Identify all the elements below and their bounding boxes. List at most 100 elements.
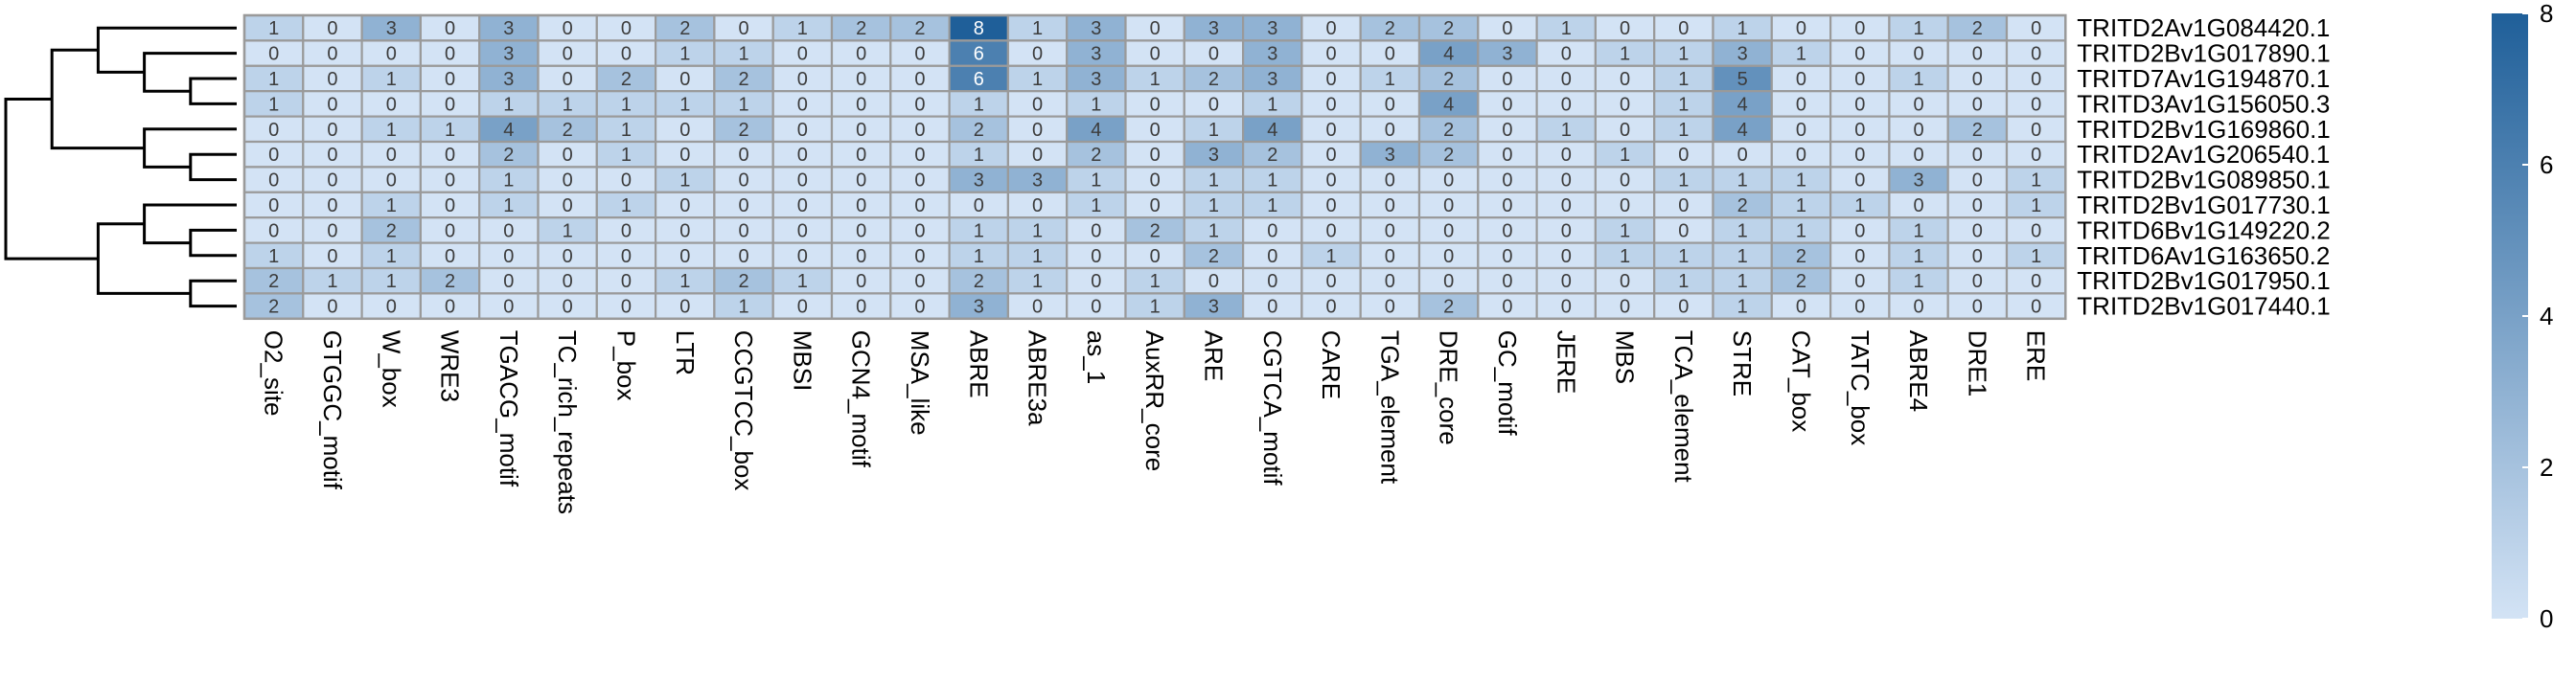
color-legend: 0 2 4 6 8: [2492, 0, 2553, 633]
row-dendrogram: [4, 26, 237, 308]
cell-value-label: 0: [445, 246, 455, 267]
legend-tick-label: 4: [2540, 302, 2553, 330]
cell-value-label: 0: [679, 297, 690, 318]
cell-value-label: 0: [1325, 120, 1336, 141]
cell-value-label: 0: [1620, 271, 1630, 292]
cell-value-label: 0: [856, 170, 866, 192]
cell-value-label: 0: [386, 170, 397, 192]
column-label: AuxRR_core: [1140, 330, 1169, 471]
cell-value-label: 1: [1561, 120, 1572, 141]
cell-value-label: 0: [621, 44, 632, 65]
cell-value-label: 0: [445, 145, 455, 166]
row-label: TRITD6Bv1G149220.2: [2077, 215, 2330, 244]
cell-value-label: 0: [679, 195, 690, 216]
cell-value-label: 2: [738, 120, 748, 141]
cell-value-label: 1: [1678, 94, 1689, 115]
heatmap-cell: [1300, 39, 1362, 67]
cell-value-label: 0: [1854, 94, 1865, 115]
heatmap-cell: [1477, 39, 1538, 67]
cell-value-label: 0: [563, 271, 573, 292]
heatmap-cell: [1124, 191, 1185, 219]
heatmap-cell: [1888, 115, 1949, 144]
heatmap-cell: [419, 140, 481, 169]
cell-value-label: 1: [1208, 170, 1219, 192]
cell-value-label: 0: [445, 44, 455, 65]
legend-tick-label: 2: [2540, 453, 2553, 482]
cell-value-label: 0: [1502, 170, 1512, 192]
cell-value-label: 0: [327, 94, 337, 115]
cell-value-label: 0: [1854, 297, 1865, 318]
cell-value-label: 0: [1854, 120, 1865, 141]
heatmap-cell: [1300, 90, 1362, 118]
cell-value-label: 1: [1678, 170, 1689, 192]
cell-value-label: 0: [1620, 170, 1630, 192]
cell-value-label: 1: [1796, 195, 1806, 216]
heatmap-cell: [1417, 140, 1480, 169]
dendrogram-branch: [189, 279, 237, 308]
cell-value-label: 0: [621, 170, 632, 192]
cell-value-label: 0: [327, 44, 337, 65]
cell-value-label: 0: [1561, 246, 1572, 267]
heatmap-cell: [537, 90, 598, 118]
heatmap-cell: [948, 90, 1009, 118]
heatmap-cell: [2005, 39, 2067, 67]
cell-value-label: 0: [1913, 195, 1923, 216]
cell-value-label: 3: [1737, 44, 1748, 65]
cell-value-label: 0: [563, 297, 573, 318]
cell-value-label: 0: [1972, 145, 1983, 166]
cell-value-label: 0: [1502, 220, 1512, 241]
cell-value-label: 0: [914, 297, 925, 318]
cell-value-label: 0: [503, 271, 514, 292]
cell-value-label: 0: [1972, 94, 1983, 115]
cell-value-label: 1: [1208, 220, 1219, 241]
column-label: ERE: [2022, 330, 2051, 381]
cell-value-label: 0: [268, 120, 279, 141]
cell-value-label: 1: [1737, 18, 1748, 39]
cell-value-label: 0: [1620, 18, 1630, 39]
heatmap-cell: [1946, 115, 2009, 144]
heatmap-cell: [1653, 140, 1714, 169]
cell-value-label: 0: [445, 94, 455, 115]
cell-value-label: 1: [1796, 220, 1806, 241]
heatmap-cell: [2005, 216, 2067, 244]
heatmap-cell: [242, 292, 305, 320]
cell-value-label: 0: [1267, 297, 1277, 318]
cell-value-label: 1: [1737, 170, 1748, 192]
cell-value-label: 1: [1091, 195, 1101, 216]
cell-value-label: 0: [2031, 120, 2041, 141]
column-label: W_box: [377, 330, 405, 408]
cell-value-label: 0: [1796, 120, 1806, 141]
cell-value-label: 0: [1561, 170, 1572, 192]
column-label: O2_site: [260, 330, 288, 417]
cell-value-label: 0: [445, 297, 455, 318]
cell-value-label: 4: [1091, 120, 1101, 141]
cell-value-label: 0: [1325, 271, 1336, 292]
cell-value-label: 0: [1620, 297, 1630, 318]
cell-value-label: 0: [1972, 44, 1983, 65]
column-label: ABRE: [964, 330, 993, 398]
heatmap-cell: [478, 191, 540, 219]
heatmap-cell: [302, 140, 363, 169]
cell-value-label: 0: [1325, 94, 1336, 115]
cell-value-label: 2: [1443, 18, 1454, 39]
cell-value-label: 0: [914, 120, 925, 141]
cell-value-label: 1: [738, 297, 748, 318]
heatmap-cells: 1 0 3 0 3 0 0 2 0 1 2 2 8 1 3 0 3 3 0 2 2 0 1 0 0 1 0 0 1 2 0 0 0 0 0 3 0 0 1 1…: [242, 13, 2067, 321]
heatmap-cell: [1006, 140, 1069, 169]
column-label: TC_rich_repeats: [553, 330, 582, 514]
cell-value-label: 1: [1150, 297, 1161, 318]
heatmap-cell: [1594, 292, 1656, 320]
cell-value-label: 1: [563, 220, 573, 241]
cell-value-label: 1: [386, 246, 397, 267]
cell-value-label: 0: [856, 271, 866, 292]
cell-value-label: 1: [1267, 170, 1277, 192]
cell-value-label: 0: [386, 44, 397, 65]
cell-value-label: 0: [1972, 69, 1983, 90]
cell-value-label: 0: [327, 69, 337, 90]
cell-value-label: 0: [1150, 120, 1161, 141]
cell-value-label: 0: [1678, 195, 1689, 216]
heatmap-cell: [1241, 241, 1303, 270]
heatmap-cell: [478, 13, 540, 42]
cell-value-label: 0: [856, 120, 866, 141]
